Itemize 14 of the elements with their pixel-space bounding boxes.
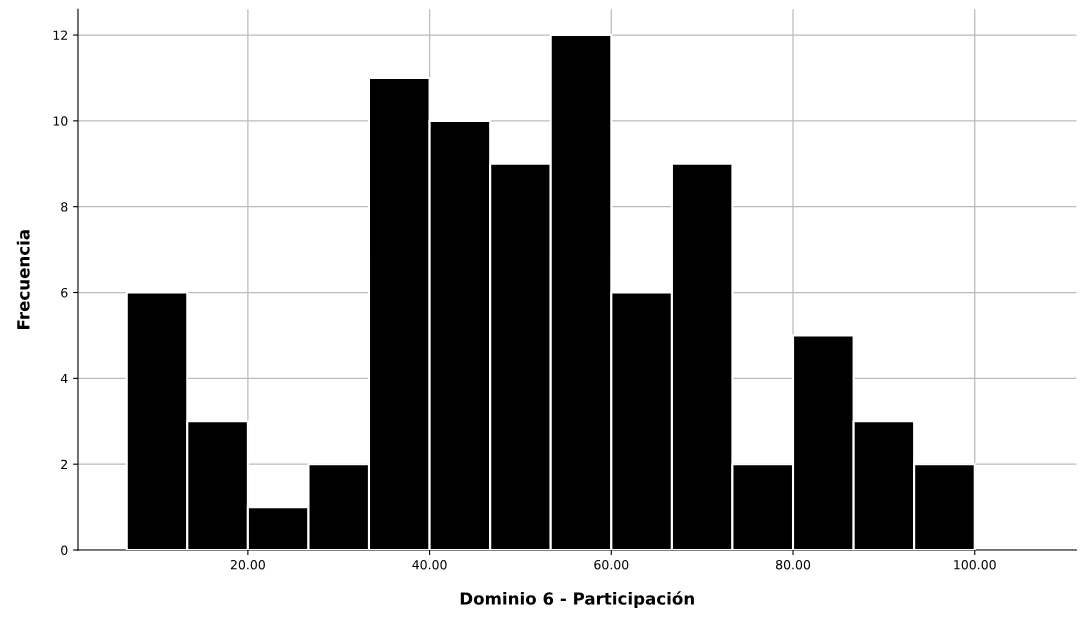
y-tick-label: 6 [61, 287, 68, 298]
x-tick-label: 80.00 [775, 559, 811, 570]
x-tick-label: 20.00 [230, 559, 265, 570]
x-axis-title: Dominio 6 - Participación [460, 591, 694, 609]
y-axis-title: Frecuencia [16, 230, 30, 329]
y-tick-label: 12 [53, 30, 67, 40]
y-tick-label: 2 [61, 459, 67, 469]
y-tick-label: 4 [60, 373, 68, 384]
y-tick-label: 0 [61, 545, 68, 555]
x-tick-label: 40.00 [412, 559, 447, 570]
x-tick-label: 100.00 [954, 559, 996, 570]
x-tick-label: 60.00 [594, 559, 629, 570]
y-tick-label: 8 [61, 202, 68, 212]
y-tick-label: 10 [53, 116, 68, 126]
